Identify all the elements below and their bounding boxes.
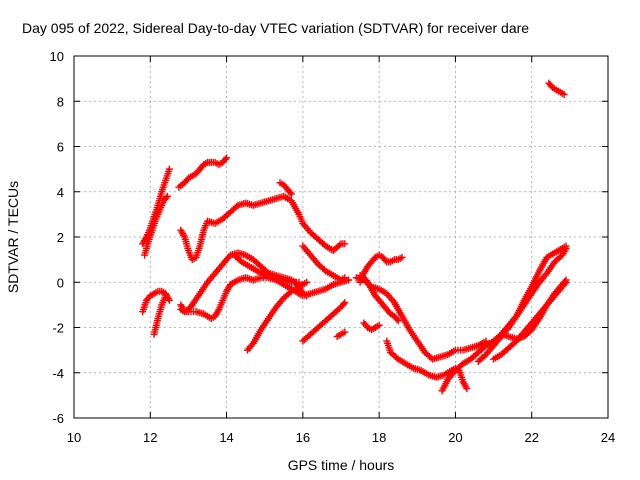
data-point-marker [393, 315, 401, 323]
x-tick-label: 18 [372, 430, 386, 445]
series-arc-12 [299, 242, 349, 284]
grid-lines [74, 56, 608, 418]
data-point-marker [561, 277, 569, 285]
data-point-marker [560, 90, 568, 98]
x-tick-label: 14 [219, 430, 233, 445]
y-tick-label: 4 [57, 185, 64, 200]
data-point-marker [162, 194, 170, 202]
series-arc-18 [360, 319, 383, 334]
data-point-marker [562, 242, 570, 250]
x-tick-label: 12 [143, 430, 157, 445]
data-point-marker [375, 321, 383, 329]
y-tick-label: 10 [50, 49, 64, 64]
y-tick-label: 6 [57, 140, 64, 155]
data-point-marker [165, 165, 173, 173]
data-point-marker [223, 154, 231, 162]
series-arc-11 [244, 278, 311, 354]
data-point-marker [335, 241, 343, 249]
data-point-marker [341, 299, 349, 307]
series-arc-7 [276, 179, 295, 198]
x-tick-label: 10 [67, 430, 81, 445]
data-point-marker [287, 190, 295, 198]
series-arc-23 [497, 276, 570, 343]
data-point-marker [286, 189, 294, 197]
x-tick-label: 16 [296, 430, 310, 445]
series-arc-9 [177, 274, 303, 322]
y-tick-label: -2 [52, 321, 64, 336]
data-point-marker [480, 352, 488, 360]
x-axis-label: GPS time / hours [288, 457, 395, 473]
series-arc-21 [474, 242, 570, 365]
y-axis-label: SDTVAR / TECUs [5, 181, 21, 293]
series-arc-2 [141, 192, 171, 259]
series-arc-3 [139, 287, 173, 316]
y-tick-label: 2 [57, 230, 64, 245]
x-tick-label: 20 [448, 430, 462, 445]
x-tick-label: 24 [601, 430, 615, 445]
data-point-marker [163, 192, 171, 200]
y-tick-label: 0 [57, 275, 64, 290]
series-arc-19 [383, 337, 471, 393]
data-points [139, 79, 570, 395]
data-point-marker [340, 300, 348, 308]
data-point-marker [303, 278, 311, 286]
y-tick-label: 8 [57, 94, 64, 109]
data-point-marker [341, 240, 349, 248]
x-tick-label: 22 [524, 430, 538, 445]
plot-frame [73, 55, 609, 419]
y-tick-label: -4 [52, 366, 64, 381]
series-arc-17 [352, 274, 490, 363]
data-point-marker [341, 274, 349, 282]
data-point-marker [221, 155, 229, 163]
series-arc-14 [333, 328, 349, 341]
series-arc-4 [150, 292, 170, 338]
y-tick-label: -6 [52, 411, 64, 426]
data-point-marker [398, 253, 406, 261]
data-point-marker [394, 317, 402, 325]
data-point-marker [162, 292, 170, 300]
series-arc-20 [438, 244, 570, 395]
series-arc-24 [545, 79, 568, 98]
series-arc-6 [177, 192, 349, 264]
chart-title: Day 095 of 2022, Sidereal Day-to-day VTE… [22, 20, 529, 36]
series-arc-13 [299, 299, 349, 345]
series-arc-1 [139, 165, 173, 248]
data-point-marker [562, 276, 570, 284]
data-point-marker [463, 385, 471, 393]
data-point-marker [345, 276, 353, 284]
series-arc-5 [175, 154, 231, 191]
data-point-marker [341, 328, 349, 336]
data-point-marker [382, 256, 389, 264]
